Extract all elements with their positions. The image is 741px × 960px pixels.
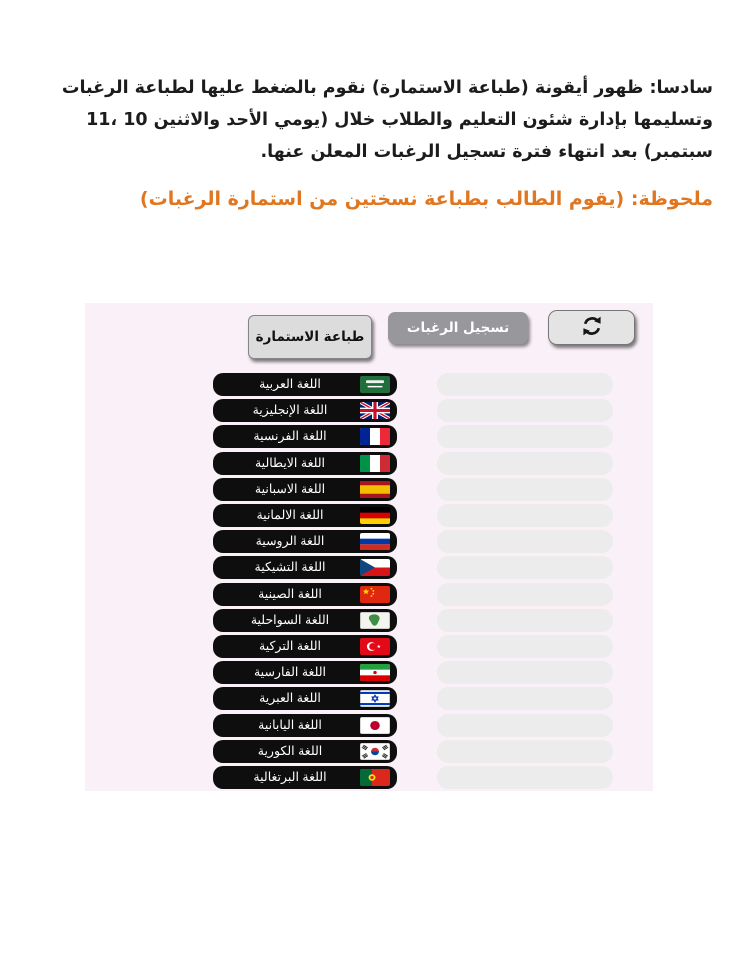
language-row-turkey[interactable]: اللغة التركية xyxy=(213,635,397,658)
preference-slot[interactable] xyxy=(437,556,613,580)
language-label: اللغة الإنجليزية xyxy=(252,403,328,418)
preference-slot[interactable] xyxy=(437,661,613,685)
japan-flag-icon xyxy=(360,716,390,734)
france-flag-icon xyxy=(360,428,390,446)
language-row-saudi-arabia[interactable]: اللغة العربية xyxy=(213,373,397,396)
language-row-china[interactable]: اللغة الصينية xyxy=(213,582,397,606)
preference-slot[interactable] xyxy=(437,739,613,763)
language-label: اللغة اليابانية xyxy=(258,717,322,732)
refresh-button[interactable] xyxy=(548,310,635,345)
swahili-africa-flag-icon xyxy=(360,611,390,629)
china-flag-icon xyxy=(360,585,390,603)
preference-slot[interactable] xyxy=(437,713,613,737)
language-row-germany[interactable]: اللغة الالمانية xyxy=(213,504,397,527)
south-korea-flag-icon xyxy=(360,742,390,760)
preference-slot[interactable] xyxy=(437,425,613,449)
preference-slot[interactable] xyxy=(437,582,613,606)
preference-slot[interactable] xyxy=(437,635,613,658)
language-row-swahili-africa[interactable]: اللغة السواحلية xyxy=(213,608,397,632)
language-label: اللغة الفارسية xyxy=(253,665,327,680)
germany-flag-icon xyxy=(360,507,390,524)
czech-republic-flag-icon xyxy=(360,559,390,577)
language-row-japan[interactable]: اللغة اليابانية xyxy=(213,713,397,737)
language-label: اللغة الصينية xyxy=(258,586,322,601)
language-row-united-kingdom[interactable]: اللغة الإنجليزية xyxy=(213,399,397,423)
language-row-iran[interactable]: اللغة الفارسية xyxy=(213,661,397,685)
language-label: اللغة الروسية xyxy=(255,534,325,549)
language-row-portugal[interactable]: اللغة البرتغالية xyxy=(213,766,397,789)
preference-slot[interactable] xyxy=(437,608,613,632)
language-label: اللغة العربية xyxy=(259,377,321,391)
portugal-flag-icon xyxy=(360,769,390,786)
iran-flag-icon xyxy=(360,664,390,682)
israel-flag-icon xyxy=(360,690,390,708)
language-label: اللغة الفرنسية xyxy=(253,429,327,444)
language-label: اللغة الكورية xyxy=(257,743,323,758)
language-row-spain[interactable]: اللغة الاسبانية xyxy=(213,477,397,501)
note-text: ملحوظة: (يقوم الطالب بطباعة نسختين من اس… xyxy=(139,188,713,210)
preference-slot[interactable] xyxy=(437,399,613,423)
language-row-italy[interactable]: اللغة الايطالية xyxy=(213,451,397,475)
language-label: اللغة التركية xyxy=(259,639,321,653)
russia-flag-icon xyxy=(360,533,390,551)
united-kingdom-flag-icon xyxy=(360,402,390,420)
spain-flag-icon xyxy=(360,480,390,498)
language-label: اللغة التشيكية xyxy=(254,560,326,575)
language-label: اللغة الايطالية xyxy=(254,455,326,470)
preference-slot[interactable] xyxy=(437,451,613,475)
register-preferences-button[interactable]: تسجيل الرغبات xyxy=(388,312,528,344)
italy-flag-icon xyxy=(360,454,390,472)
instructions-line-1: سادسا: ظهور أيقونة (طباعة الاستمارة) نقو… xyxy=(61,78,713,98)
registration-panel-screenshot: طباعة الاستمارة تسجيل الرغبات اللغة العر… xyxy=(85,303,653,791)
preference-slot[interactable] xyxy=(437,477,613,501)
preference-slot[interactable] xyxy=(437,687,613,711)
language-label: اللغة البرتغالية xyxy=(253,770,327,784)
language-label: اللغة السواحلية xyxy=(250,612,330,627)
instructions-paragraph: سادسا: ظهور أيقونة (طباعة الاستمارة) نقو… xyxy=(62,72,713,168)
language-row-russia[interactable]: اللغة الروسية xyxy=(213,530,397,554)
preference-slot[interactable] xyxy=(437,530,613,554)
turkey-flag-icon xyxy=(360,638,390,655)
preference-slot[interactable] xyxy=(437,504,613,527)
language-label: اللغة العبرية xyxy=(259,691,321,706)
preference-slot[interactable] xyxy=(437,373,613,396)
language-row-south-korea[interactable]: اللغة الكورية xyxy=(213,739,397,763)
preference-slot[interactable] xyxy=(437,766,613,789)
language-row-israel[interactable]: اللغة العبرية xyxy=(213,687,397,711)
refresh-icon xyxy=(579,314,605,342)
language-row-france[interactable]: اللغة الفرنسية xyxy=(213,425,397,449)
instructions-line-3: سبتمبر) بعد انتهاء فترة تسجيل الرغبات ال… xyxy=(260,142,713,162)
language-row-czech-republic[interactable]: اللغة التشيكية xyxy=(213,556,397,580)
print-form-button[interactable]: طباعة الاستمارة xyxy=(248,315,372,359)
language-label: اللغة الاسبانية xyxy=(254,481,326,496)
instructions-line-2: وتسليمها بإدارة شئون التعليم والطلاب خلا… xyxy=(86,110,713,130)
language-label: اللغة الالمانية xyxy=(256,508,324,522)
saudi-arabia-flag-icon xyxy=(360,376,390,393)
